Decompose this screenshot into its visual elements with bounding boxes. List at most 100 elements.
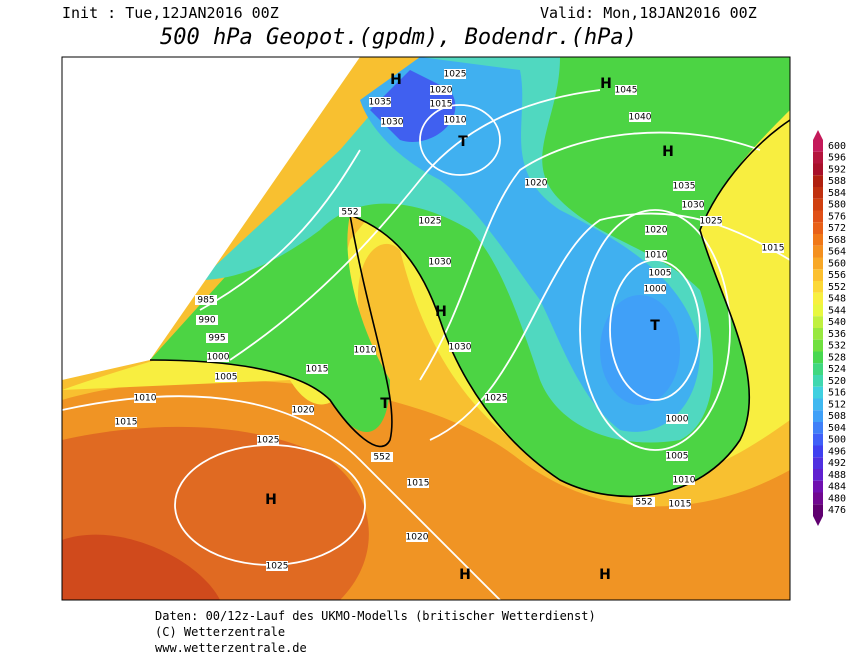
legend-swatch — [813, 422, 823, 434]
label-box — [633, 497, 655, 507]
legend-label: 540 — [828, 317, 846, 328]
isobar-label: 1025 — [700, 217, 723, 227]
legend-swatch — [813, 339, 823, 352]
label-box — [444, 115, 466, 125]
isobar-label: 1015 — [306, 365, 329, 375]
isobar-label: 985 — [197, 296, 214, 306]
isobar-label: 1000 — [207, 353, 230, 363]
label-box — [669, 499, 691, 509]
legend-swatch — [813, 140, 823, 152]
legend-swatch — [813, 222, 823, 234]
isobar-label: 1030 — [682, 201, 705, 211]
isobar-label: 1020 — [430, 86, 453, 96]
legend-swatch — [813, 151, 823, 164]
isobar-label: 1010 — [645, 251, 668, 261]
legend-arrow-top — [813, 130, 823, 140]
legend-swatch — [813, 386, 823, 399]
isobar-label: 1035 — [673, 182, 696, 192]
legend-label: 496 — [828, 446, 846, 457]
legend-label: 488 — [828, 470, 846, 481]
legend-label: 508 — [828, 411, 846, 422]
map-fill — [62, 57, 790, 600]
legend-label: 476 — [828, 505, 846, 516]
isobar-label: 1020 — [525, 179, 548, 189]
legend-swatch — [813, 198, 823, 211]
label-box — [215, 372, 237, 382]
legend-swatch — [813, 316, 823, 328]
label-box — [266, 561, 288, 571]
pressure-center: H — [390, 72, 402, 88]
legend-label: 484 — [828, 482, 846, 493]
isobar-label: 552 — [373, 453, 390, 463]
label-box — [673, 475, 695, 485]
label-box — [485, 393, 507, 403]
label-box — [629, 112, 651, 122]
legend-swatch — [813, 210, 823, 223]
pressure-center: H — [265, 492, 277, 508]
legend-label: 564 — [828, 247, 846, 258]
footer-line: (C) Wetterzentrale — [155, 625, 285, 639]
map-frame — [61, 56, 791, 601]
pressure-center: H — [662, 144, 674, 160]
legend-label: 584 — [828, 188, 846, 199]
legend-label: 520 — [828, 376, 846, 387]
title: 500 hPa Geopot.(gpdm), Bodendr.(hPa) — [160, 25, 637, 50]
legend-swatch — [813, 480, 823, 493]
legend-swatch — [813, 363, 823, 375]
isobar-label: 1015 — [115, 418, 138, 428]
legend-label: 516 — [828, 388, 846, 399]
legend-swatch — [813, 469, 823, 481]
label-box — [369, 97, 391, 107]
label-box — [354, 345, 376, 355]
legend-swatch — [813, 492, 823, 505]
label-box — [407, 478, 429, 488]
isobar-label: 1025 — [485, 394, 508, 404]
isobar-label: 1000 — [644, 285, 667, 295]
label-box — [292, 405, 314, 415]
isobar-label: 1010 — [354, 346, 377, 356]
isobar-label: 1025 — [266, 562, 289, 572]
isobar-label: 1010 — [134, 394, 157, 404]
legend-swatch — [813, 292, 823, 305]
valid-text: Valid: Mon,18JAN2016 00Z — [540, 4, 757, 22]
isobar-label: 995 — [208, 334, 225, 344]
legend-swatch — [813, 245, 823, 258]
label-box — [430, 99, 452, 109]
legend-label: 592 — [828, 164, 846, 175]
isobar-label: 1005 — [649, 269, 672, 279]
isobar-label: 1025 — [257, 436, 280, 446]
legend-label: 600 — [828, 141, 846, 152]
label-box — [666, 414, 688, 424]
label-box — [673, 181, 695, 191]
isobar-label: 1000 — [666, 415, 689, 425]
legend-label: 572 — [828, 223, 846, 234]
label-box — [430, 85, 452, 95]
label-box — [306, 364, 328, 374]
legend-label: 528 — [828, 352, 846, 363]
label-box — [339, 207, 361, 217]
legend-swatch — [813, 175, 823, 187]
legend-swatch — [813, 375, 823, 387]
isobar-label: 1010 — [444, 116, 467, 126]
legend-swatch — [813, 445, 823, 458]
legend-label: 580 — [828, 200, 846, 211]
legend-label: 544 — [828, 305, 846, 316]
isobar-label: 1005 — [666, 452, 689, 462]
isobar-label: 1030 — [429, 258, 452, 268]
legend-swatch — [813, 410, 823, 422]
legend-swatch — [813, 328, 823, 340]
legend-label: 568 — [828, 235, 846, 246]
isobar-label: 1015 — [669, 500, 692, 510]
label-box — [371, 452, 393, 462]
label-box — [649, 268, 671, 278]
legend-label: 504 — [828, 423, 846, 434]
init-text: Init : Tue,12JAN2016 00Z — [62, 4, 279, 22]
label-box — [682, 200, 704, 210]
footer-line: www.wetterzentrale.de — [155, 641, 307, 655]
legend-swatch — [813, 187, 823, 199]
isobar-label: 1020 — [292, 406, 315, 416]
label-box — [762, 243, 784, 253]
label-box — [444, 69, 466, 79]
legend-swatch — [813, 257, 823, 270]
